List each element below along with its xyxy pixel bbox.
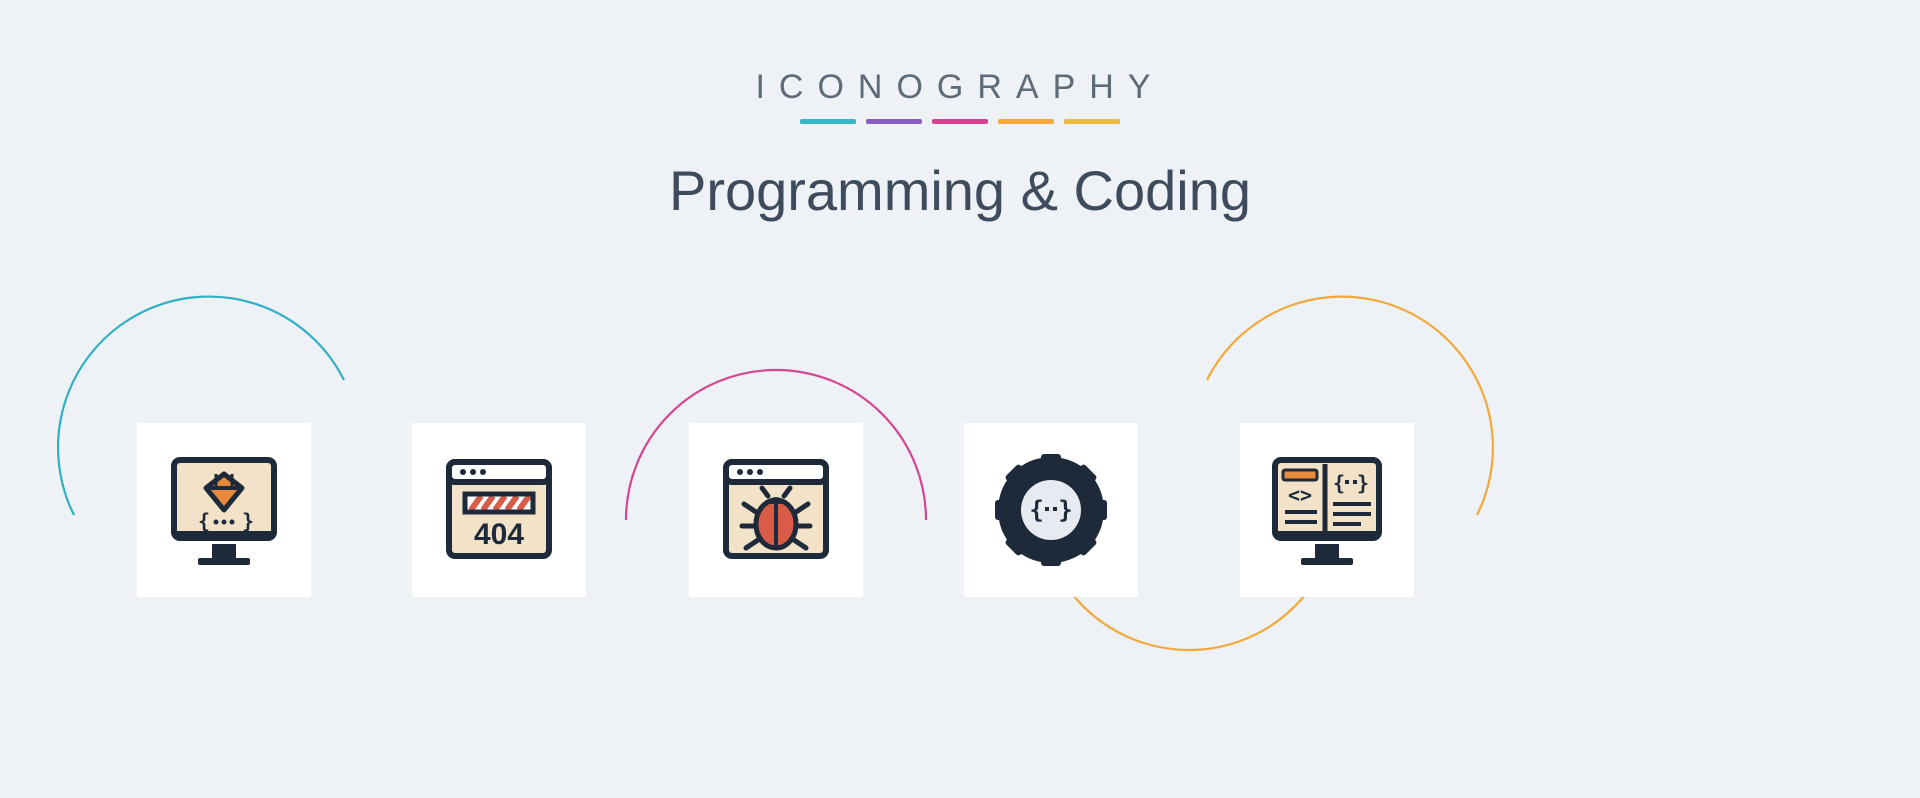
diamond-code-monitor-icon [162,448,286,572]
brand-text: ICONOGRAPHY [0,68,1920,107]
error-404-browser-card [412,423,586,597]
underline-seg [1064,119,1120,124]
error-404-browser-icon [437,448,561,572]
page-title: Programming & Coding [0,158,1920,223]
underline-seg [998,119,1054,124]
code-editor-monitor-icon [1265,448,1389,572]
gear-code-icon [989,448,1113,572]
underline-seg [932,119,988,124]
brand-underline [0,119,1920,124]
bug-browser-icon [714,448,838,572]
bug-browser-card [689,423,863,597]
code-editor-monitor-card [1240,423,1414,597]
underline-seg [866,119,922,124]
diamond-code-monitor-card [137,423,311,597]
gear-code-card [964,423,1138,597]
underline-seg [800,119,856,124]
